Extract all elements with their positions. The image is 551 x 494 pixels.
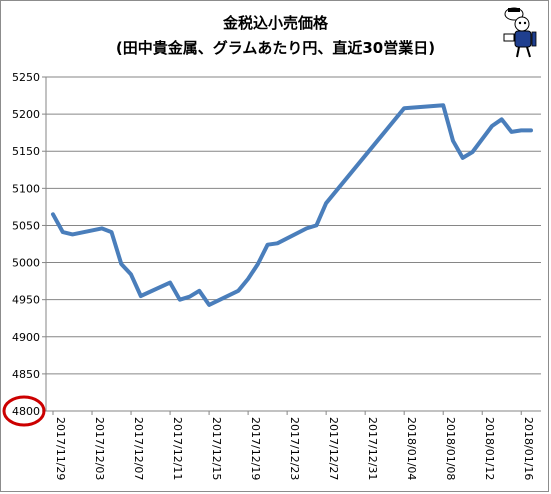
data-point — [207, 303, 211, 307]
x-tick-label: 2017/11/29 — [54, 417, 67, 480]
highlight-circle — [2, 395, 46, 427]
data-point — [61, 230, 64, 234]
data-point — [510, 130, 513, 134]
data-point — [198, 289, 201, 292]
x-tick-label: 2018/01/08 — [444, 417, 457, 480]
y-tick-label: 5100 — [12, 182, 40, 195]
y-tick-label: 4850 — [12, 368, 40, 381]
y-tick-label: 5150 — [12, 145, 40, 158]
data-point — [461, 156, 464, 160]
x-tick-label: 2017/12/07 — [132, 417, 145, 480]
data-point — [490, 124, 494, 128]
data-point — [120, 262, 123, 266]
data-point — [129, 273, 133, 276]
data-point — [51, 213, 55, 216]
data-point — [178, 298, 182, 301]
data-point — [402, 106, 406, 110]
x-tick-label: 2017/12/11 — [171, 417, 184, 480]
data-point — [471, 150, 474, 154]
y-tick-label: 5000 — [12, 257, 40, 270]
x-tick-label: 2017/12/31 — [366, 417, 379, 480]
x-tick-label: 2018/01/12 — [483, 417, 496, 480]
data-point — [188, 295, 191, 298]
data-point — [100, 227, 103, 230]
x-tick-label: 2018/01/04 — [405, 417, 418, 480]
y-tick-label: 5050 — [12, 219, 40, 232]
x-tick-label: 2017/12/15 — [210, 417, 223, 480]
data-point — [451, 139, 455, 143]
x-tick-labels: 2017/11/29 2017/12/03 2017/12/07 2017/12/11… — [54, 417, 535, 480]
data-point — [500, 118, 503, 121]
data-point — [71, 233, 74, 236]
data-point — [266, 243, 269, 246]
data-point — [139, 294, 142, 298]
highlight-layer — [2, 395, 46, 427]
data-point — [237, 289, 240, 292]
data-point — [324, 201, 328, 205]
chart-subtitle: (田中貴金属、グラムあたり円、直近30営業日) — [115, 39, 436, 57]
data-point — [110, 230, 113, 234]
data-point — [520, 129, 523, 132]
grid-lines — [46, 76, 541, 412]
data-point — [305, 227, 308, 230]
y-tick-label: 5200 — [12, 108, 40, 121]
chart-title: 金税込小売価格 — [222, 14, 328, 32]
y-tick-labels: 4800 4850 4900 4950 5000 5050 5100 5150 5200 5250 — [12, 71, 40, 418]
data-point — [246, 277, 250, 281]
axes — [42, 76, 541, 415]
data-point — [315, 224, 318, 227]
data-point — [529, 129, 533, 132]
data-point — [256, 262, 260, 266]
x-tick-label: 2017/12/19 — [249, 417, 262, 480]
data-point — [442, 104, 445, 107]
x-tick-label: 2017/12/03 — [93, 417, 106, 480]
data-point — [276, 242, 279, 245]
y-tick-label: 4950 — [12, 294, 40, 307]
series-layer — [51, 103, 533, 307]
x-tick-label: 2018/01/16 — [522, 417, 535, 480]
data-point — [168, 281, 172, 284]
x-tick-label: 2017/12/23 — [288, 417, 301, 480]
mascot-icon — [503, 7, 537, 58]
series-line-0 — [51, 103, 533, 307]
x-tick-label: 2017/12/27 — [327, 417, 340, 480]
y-tick-label: 4900 — [12, 331, 40, 344]
y-tick-label: 5250 — [12, 71, 40, 84]
y-tick-label: 4800 — [12, 405, 40, 418]
